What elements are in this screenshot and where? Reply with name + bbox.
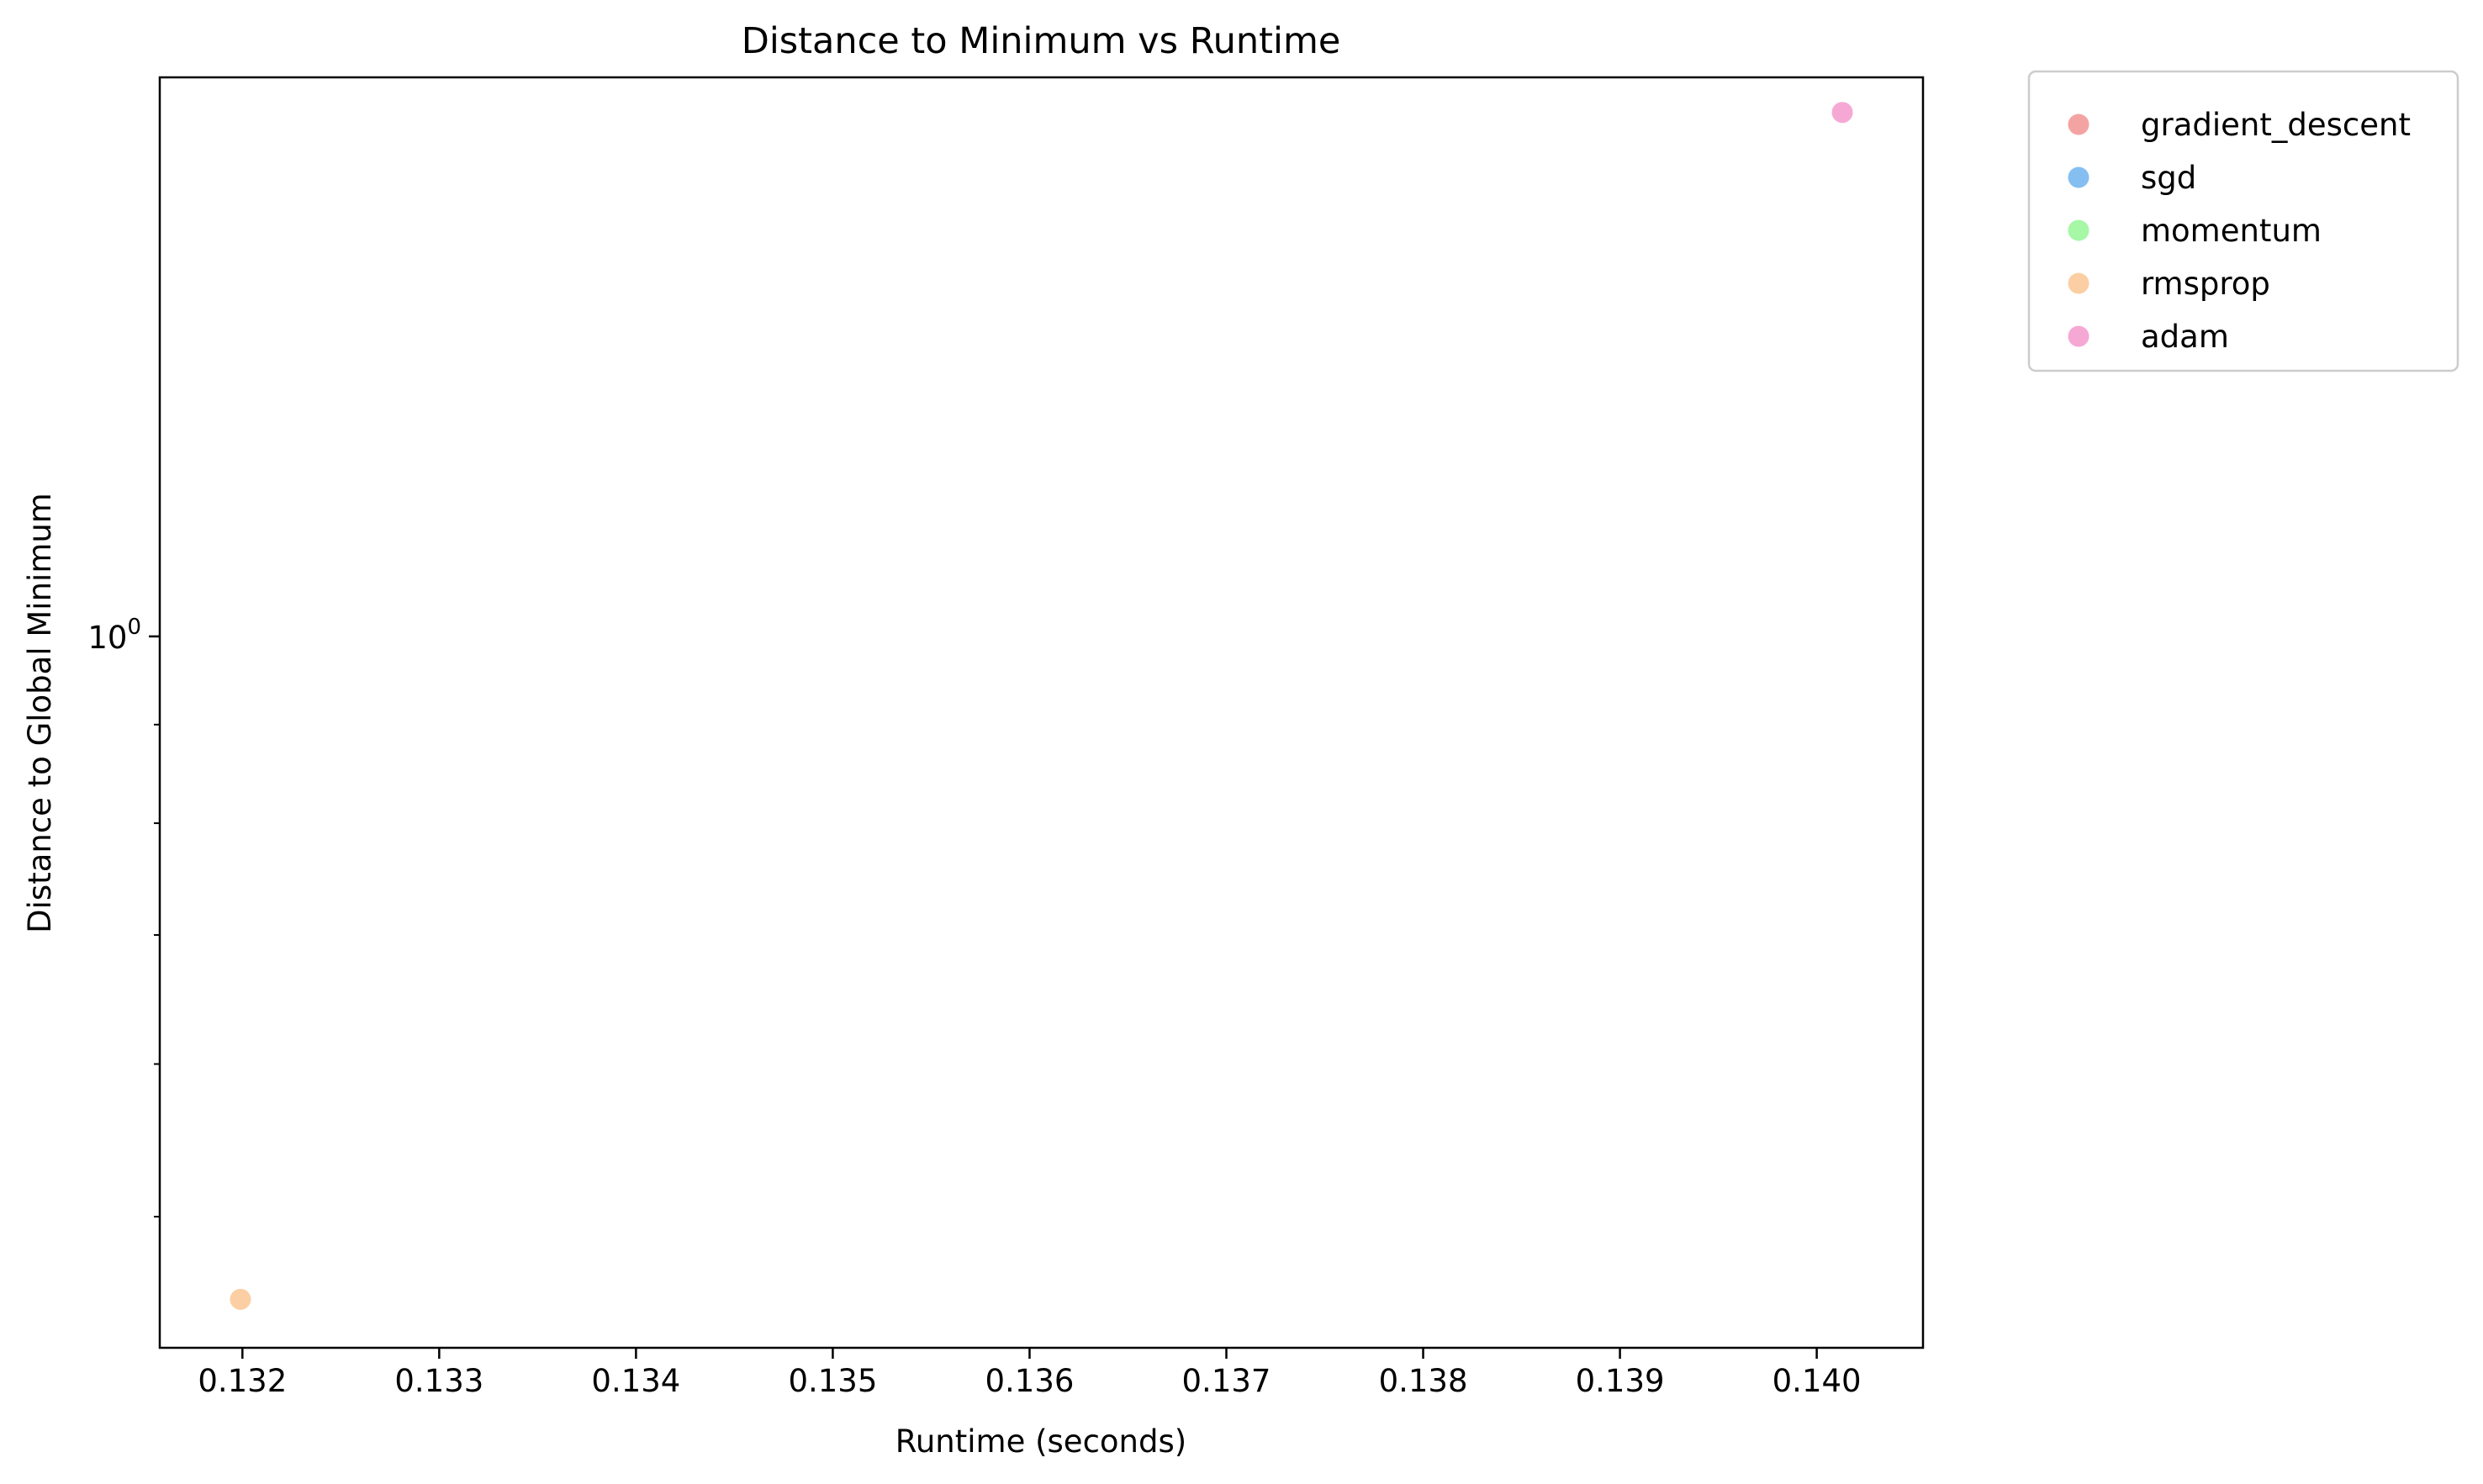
x-tick-label: 0.138	[1379, 1363, 1468, 1399]
legend-label-adam: adam	[2141, 319, 2229, 355]
x-tick-label: 0.135	[788, 1363, 877, 1399]
legend-label-rmsprop: rmsprop	[2141, 266, 2270, 302]
legend-marker-sgd	[2068, 166, 2089, 188]
x-tick-label: 0.137	[1182, 1363, 1271, 1399]
chart-title: Distance to Minimum vs Runtime	[742, 20, 1341, 62]
legend-marker-momentum	[2068, 219, 2089, 241]
y-tick-label: 100	[87, 615, 141, 656]
point-rmsprop	[230, 1288, 251, 1310]
y-axis-ticks: 100	[87, 615, 160, 1218]
legend-marker-rmsprop	[2068, 272, 2089, 294]
y-tick-exponent: 0	[127, 615, 141, 640]
legend-label-sgd: sgd	[2141, 160, 2196, 196]
legend-frame	[2027, 70, 2459, 372]
y-axis-label: Distance to Global Minimum	[22, 493, 58, 933]
legend-label-gradient_descent: gradient_descent	[2141, 107, 2411, 143]
x-tick-label: 0.134	[591, 1363, 680, 1399]
x-tick-label: 0.136	[985, 1363, 1074, 1399]
point-adam	[1831, 102, 1853, 124]
plot-frame	[158, 76, 1925, 1349]
x-axis-ticks: 0.132 0.133 0.134 0.135 0.136 0.137 0.138 0.139…	[198, 1348, 1862, 1399]
legend-label-momentum: momentum	[2141, 213, 2322, 249]
legend-marker-gradient_descent	[2068, 114, 2089, 135]
x-tick-label: 0.139	[1576, 1363, 1665, 1399]
points-layer	[230, 102, 1853, 1310]
y-tick-base: 10	[87, 620, 127, 656]
x-tick-label: 0.140	[1772, 1363, 1862, 1399]
x-tick-label: 0.132	[198, 1363, 287, 1399]
legend-marker-adam	[2068, 325, 2089, 347]
x-tick-label: 0.133	[394, 1363, 483, 1399]
x-axis-label: Runtime (seconds)	[895, 1423, 1186, 1460]
